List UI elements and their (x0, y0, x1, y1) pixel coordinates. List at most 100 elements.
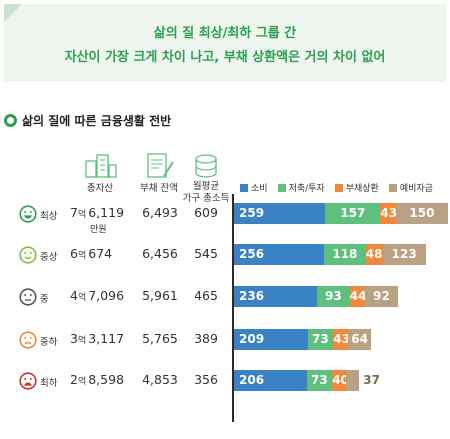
bar-value-label: 157 (340, 206, 366, 220)
assets-eok-unit: 억 (77, 336, 87, 346)
bar-segment-save: 93 (317, 286, 350, 307)
assets-eok-unit: 억 (77, 377, 87, 387)
table-row: 최하 2억 8,598 4,853 356 206 73 40 37 (0, 364, 450, 398)
total-assets: 6억 674 (70, 246, 112, 261)
grade-label: 중 (40, 294, 49, 305)
bar-value-label: 44 (349, 289, 367, 303)
very-happy-face-icon (19, 205, 37, 223)
bar-value-label: 206 (239, 373, 265, 387)
legend-label: 부채상환 (345, 184, 379, 194)
coin-stack-icon (195, 154, 217, 178)
bar-value-label: 236 (239, 289, 265, 303)
bar-value-label: 48 (365, 247, 383, 261)
section-heading: 삶의 질에 따른 금융생활 전반 (4, 112, 171, 129)
bar-segment-spend: 209 (234, 329, 308, 350)
bar-value-label: 73 (312, 332, 329, 346)
legend-label: 저축/투자 (288, 184, 325, 194)
happy-face-icon (19, 246, 37, 264)
section-title: 삶의 질에 따른 금융생활 전반 (22, 114, 172, 128)
bar-segment-save: 118 (324, 244, 366, 265)
table-row: 중상 6억 674 6,456 545 256 118 48 123 (0, 238, 450, 272)
bar-value-label: 123 (391, 247, 417, 261)
assets-rest-value: 8,598 (88, 372, 125, 387)
bar-segment-repay: 48 (365, 244, 383, 265)
bar-value-label: 73 (310, 373, 328, 387)
assets-eok-unit: 억 (77, 251, 87, 261)
grade-label: 최하 (40, 378, 58, 389)
monthly-income: 389 (194, 331, 218, 346)
table-row: 중하 3억 3,117 5,765 389 209 73 43 64 (0, 323, 450, 357)
bar-segment-reserve: 37 (346, 370, 380, 391)
column-header-debt: 부채 잔액 (140, 183, 178, 194)
legend-swatch (240, 183, 248, 192)
assets-rest-value: 674 (88, 246, 113, 261)
legend-item: 소비 (240, 181, 268, 194)
bar-value-label: 259 (239, 206, 265, 220)
column-header-income-line1: 월평균 (192, 181, 220, 192)
bar-value-label: 256 (239, 247, 265, 261)
legend-item: 예비자금 (388, 181, 433, 194)
legend-item: 부채상환 (334, 181, 379, 194)
sad-face-icon (19, 331, 37, 349)
bar-value-label: 118 (332, 247, 358, 261)
grade-label: 최상 (40, 211, 58, 222)
bar-value-label: 209 (239, 332, 265, 346)
assets-eok-value: 7 (70, 205, 78, 220)
headline-banner (4, 4, 446, 82)
bar-segment-repay: 43 (333, 329, 350, 350)
bar-value-label: 43 (333, 332, 350, 346)
bar-value-label: 92 (373, 289, 390, 303)
assets-eok-value: 6 (70, 246, 78, 261)
bar-segment-repay: 44 (349, 286, 367, 307)
total-assets: 2억 8,598 (70, 372, 124, 387)
very-sad-face-icon (19, 372, 37, 390)
legend-swatch (334, 183, 343, 192)
banner-headline-line1: 삶의 질 최상/최하 그룹 간 (153, 26, 297, 41)
bar-value-label: 37 (363, 373, 380, 387)
neutral-face-icon (19, 288, 37, 306)
total-assets: 4억 7,096 (70, 288, 124, 303)
assets-rest-value: 6,119 (88, 205, 125, 220)
legend-label: 예비자금 (399, 184, 433, 194)
bar-segment-reserve: 150 (395, 203, 449, 224)
bar-value-label: 40 (332, 373, 349, 387)
bar-segment-reserve: 92 (365, 286, 398, 307)
bar-segment-repay: 40 (332, 370, 349, 391)
legend-swatch (388, 183, 397, 192)
legend-item: 저축/투자 (277, 181, 325, 194)
column-header-income-line2: 가구 총소득 (182, 193, 230, 204)
bar-segment-reserve: 123 (382, 244, 426, 265)
total-assets: 7억 6,119 (70, 205, 124, 220)
buildings-icon (85, 154, 117, 178)
assets-eok-unit: 억 (77, 293, 87, 303)
loan-document-icon (147, 153, 174, 178)
grade-label: 중상 (40, 252, 58, 263)
monthly-income: 609 (194, 205, 218, 220)
chart-legend: 소비 저축/투자 부채상환 예비자금 (240, 181, 433, 194)
total-assets: 3억 3,117 (70, 331, 124, 346)
table-row: 최상 7억 6,119 만원 6,493 609 259 157 43 150 (0, 197, 450, 235)
legend-swatch (277, 183, 286, 192)
bar-segment-save: 73 (307, 329, 334, 350)
bar-segment-spend: 236 (234, 286, 318, 307)
assets-eok-unit: 억 (77, 210, 87, 220)
monthly-income: 545 (194, 246, 218, 261)
banner-headline-line2: 자산이 가장 크게 차이 나고, 부채 상환액은 거의 차이 없어 (64, 50, 386, 65)
column-header-income: 월평균 가구 총소득 (180, 181, 232, 205)
bar-segment-spend: 206 (234, 370, 307, 391)
banner-corner-fold (4, 4, 22, 22)
bar-segment-spend: 259 (234, 203, 326, 224)
column-header-assets: 총자산 (86, 183, 114, 194)
legend-label: 소비 (251, 184, 268, 194)
debt-balance: 6,493 (142, 205, 178, 220)
assets-rest-value: 7,096 (88, 288, 125, 303)
chart-axis-line (232, 194, 234, 422)
debt-balance: 5,961 (142, 288, 178, 303)
section-bullet-icon (4, 114, 17, 127)
assets-eok-value: 2 (70, 372, 78, 387)
monthly-income: 356 (194, 372, 218, 387)
bar-value-label: 150 (409, 206, 435, 220)
assets-eok-value: 4 (70, 288, 78, 303)
assets-rest-value: 3,117 (88, 331, 125, 346)
bar-value-label: 64 (351, 332, 368, 346)
